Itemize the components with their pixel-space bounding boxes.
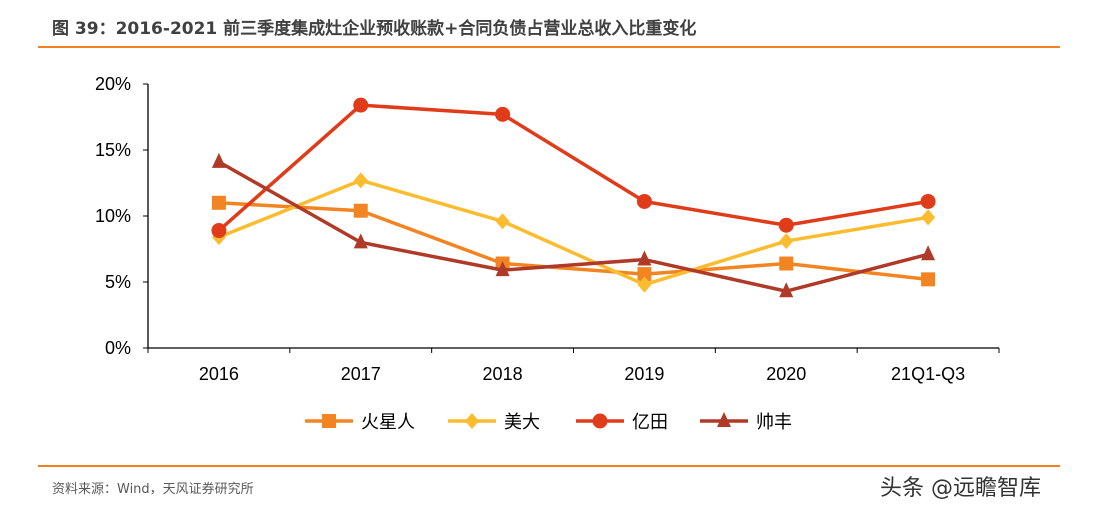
data-point [211, 223, 227, 239]
x-tick-label: 2016 [199, 364, 239, 384]
legend-label: 美大 [504, 412, 540, 432]
data-point [921, 272, 936, 287]
x-tick-label: 2020 [766, 364, 806, 384]
legend-marker [592, 413, 608, 429]
data-point [637, 250, 652, 266]
data-point [921, 245, 936, 261]
legend-item: 帅丰 [700, 412, 792, 432]
legend-marker [465, 413, 479, 429]
series-line [218, 160, 929, 293]
data-point [353, 172, 368, 189]
legend-label: 火星人 [361, 412, 415, 432]
series-1 [211, 172, 936, 293]
legend-item: 火星人 [305, 412, 415, 432]
y-tick-label: 15% [95, 140, 131, 160]
y-tick-label: 5% [105, 272, 131, 292]
data-point [495, 261, 510, 277]
series-3 [211, 152, 936, 298]
series-0 [211, 195, 936, 287]
legend-marker [717, 412, 731, 427]
series-line [218, 201, 929, 282]
data-point [495, 106, 511, 122]
data-point [636, 193, 652, 209]
x-tick-label: 21Q1-Q3 [891, 364, 965, 384]
data-point [921, 209, 936, 226]
source-divider [38, 465, 1060, 467]
series-line [217, 103, 929, 232]
data-point [779, 233, 794, 250]
data-point [779, 256, 794, 271]
data-point [495, 213, 510, 230]
data-point [778, 217, 794, 233]
figure-title: 图 39：2016-2021 前三季度集成灶企业预收账款+合同负债占营业总收入比… [52, 19, 697, 39]
y-tick-label: 20% [95, 74, 131, 94]
legend-label: 亿田 [632, 412, 668, 432]
data-point [353, 203, 368, 218]
series-line [218, 178, 929, 287]
data-point [637, 267, 652, 282]
data-point [211, 152, 226, 168]
x-tick-label: 2018 [483, 364, 523, 384]
x-tick-label: 2017 [341, 364, 381, 384]
data-point [637, 276, 652, 293]
x-tick-label: 2019 [624, 364, 664, 384]
data-point [779, 282, 794, 298]
data-point [211, 195, 226, 210]
series-2 [211, 97, 936, 239]
watermark: 头条 @远瞻智库 [880, 476, 1041, 501]
legend-item: 美大 [448, 412, 540, 432]
source-note: 资料来源：Wind，天风证券研究所 [52, 482, 254, 497]
data-point [920, 193, 936, 209]
data-point [353, 233, 368, 249]
legend-item: 亿田 [576, 412, 668, 432]
title-divider [38, 46, 1060, 48]
legend-label: 帅丰 [756, 412, 792, 432]
data-point [353, 97, 369, 113]
y-tick-label: 10% [95, 206, 131, 226]
legend-marker [322, 414, 336, 428]
y-tick-label: 0% [105, 338, 131, 358]
